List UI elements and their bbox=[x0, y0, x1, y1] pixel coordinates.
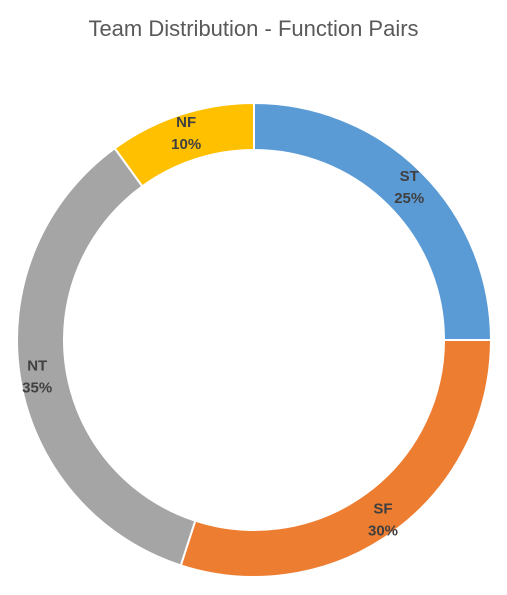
slice-label-nf: NF 10% bbox=[171, 114, 201, 153]
slice-name-nf: NF bbox=[176, 114, 196, 131]
slice-label-nt: NT 35% bbox=[22, 357, 52, 396]
slice-nf bbox=[113, 101, 255, 188]
slice-value-nf: 10% bbox=[171, 136, 201, 153]
chart-title: Team Distribution - Function Pairs bbox=[88, 16, 419, 41]
slice-value-st: 25% bbox=[394, 190, 424, 207]
donut-slices bbox=[16, 101, 493, 578]
slice-name-nt: NT bbox=[27, 357, 47, 374]
slice-sf bbox=[179, 339, 493, 578]
slice-name-st: ST bbox=[400, 168, 419, 185]
slice-value-sf: 30% bbox=[368, 523, 398, 540]
donut-labels: ST 25% SF 30% NT 35% NF 10% bbox=[22, 114, 424, 539]
slice-st bbox=[253, 101, 493, 341]
slice-label-sf: SF 30% bbox=[368, 501, 398, 540]
slice-name-sf: SF bbox=[373, 501, 392, 518]
slice-value-nt: 35% bbox=[22, 379, 52, 396]
slice-label-st: ST 25% bbox=[394, 168, 424, 207]
